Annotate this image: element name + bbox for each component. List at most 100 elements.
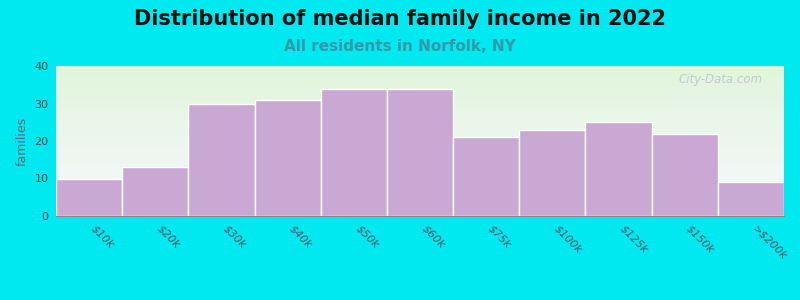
Bar [56,162,784,163]
Bar [56,139,784,140]
Bar [56,121,784,122]
Bar [56,155,784,156]
Bar [56,205,784,206]
Y-axis label: families: families [16,116,29,166]
Bar [56,119,784,120]
Bar [56,190,784,191]
Bar [56,129,784,130]
Bar [56,85,784,86]
Bar [56,70,784,71]
Bar [56,152,784,153]
Bar [56,78,784,79]
Bar [56,77,784,78]
Bar [56,81,784,82]
Bar [56,171,784,172]
Bar [56,106,784,107]
Bar [56,168,784,169]
Bar [56,178,784,179]
Bar [56,138,784,139]
Bar [56,89,784,90]
Bar [56,94,784,95]
Bar [56,86,784,87]
Bar [56,143,784,144]
Bar [56,132,784,133]
Bar [56,183,784,184]
Bar [56,140,784,141]
Bar [56,108,784,109]
Bar [321,88,387,216]
Bar [56,198,784,199]
Bar [122,167,188,216]
Bar [56,179,784,180]
Bar [56,116,784,117]
Bar [56,169,784,170]
Bar [56,158,784,159]
Bar [56,125,784,126]
Bar [56,120,784,121]
Bar [56,196,784,197]
Bar [56,212,784,213]
Bar [56,202,784,203]
Bar [56,79,784,80]
Bar [56,146,784,147]
Bar [56,114,784,115]
Bar [56,187,784,188]
Bar [56,98,784,99]
Bar [56,71,784,72]
Bar [56,110,784,111]
Bar [56,111,784,112]
Bar [718,182,784,216]
Bar [56,92,784,93]
Bar [56,176,784,177]
Bar [56,161,784,162]
Bar [56,181,784,182]
Bar [56,68,784,69]
Bar [56,91,784,92]
Bar [387,88,453,216]
Bar [56,99,784,100]
Bar [56,208,784,209]
Bar [56,130,784,131]
Bar [56,124,784,125]
Bar [56,178,122,216]
Bar [586,122,652,216]
Bar [56,153,784,154]
Bar [56,164,784,165]
Bar [56,73,784,74]
Bar [56,194,784,195]
Bar [56,145,784,146]
Bar [56,96,784,97]
Bar [56,83,784,84]
Bar [56,97,784,98]
Bar [56,117,784,118]
Bar [56,211,784,212]
Bar [56,180,784,181]
Bar [56,142,784,143]
Bar [56,66,784,67]
Bar [56,157,784,158]
Bar [56,182,784,183]
Bar [56,137,784,138]
Bar [56,109,784,110]
Bar [56,123,784,124]
Bar [56,154,784,155]
Bar [56,173,784,174]
Bar [56,105,784,106]
Bar [56,107,784,108]
Bar [56,206,784,207]
Bar [56,197,784,198]
Bar [56,156,784,157]
Bar [56,151,784,152]
Bar [56,103,784,104]
Bar [56,141,784,142]
Bar [56,189,784,190]
Bar [56,115,784,116]
Bar [56,199,784,200]
Bar [56,144,784,145]
Bar [56,104,784,105]
Bar [56,88,784,89]
Bar [652,134,718,216]
Bar [56,147,784,148]
Bar [56,159,784,160]
Bar [56,163,784,164]
